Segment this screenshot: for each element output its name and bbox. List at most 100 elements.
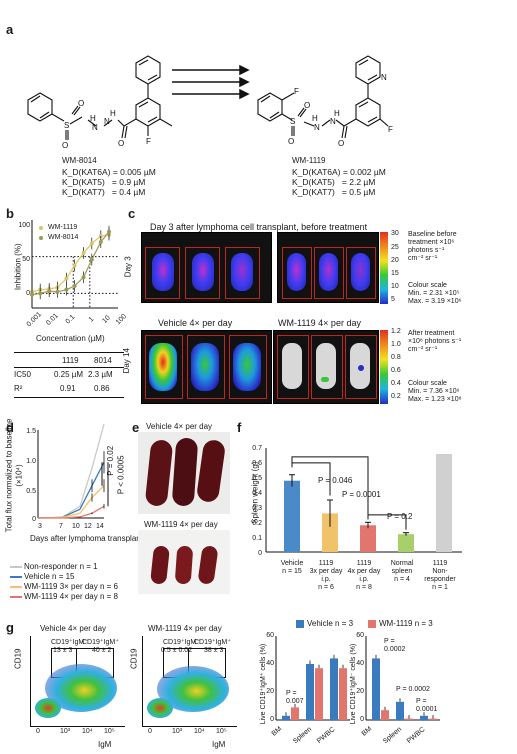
panel-d-label: d xyxy=(6,420,14,435)
c-scale1-tick3: 15 xyxy=(391,270,399,277)
c-scale2-line2: cm⁻² sr⁻¹ xyxy=(408,346,438,353)
b-point-1-3 xyxy=(55,289,60,294)
d-p2: P < 0.0005 xyxy=(116,455,126,495)
e-title2: WM-1119 4× per day xyxy=(144,520,218,529)
svg-text:F: F xyxy=(294,87,299,96)
f-cat-4-line2: responder xyxy=(424,576,456,583)
g-legend-drug: WM-1119 n = 3 xyxy=(379,619,433,628)
b-legend-1119: WM-1119 xyxy=(48,224,78,231)
svg-text:N: N xyxy=(330,117,336,126)
svg-text:S: S xyxy=(64,121,69,130)
f-cat-1-line3: n = 6 xyxy=(318,584,334,591)
svg-text:S: S xyxy=(290,117,295,126)
svg-text:O: O xyxy=(118,139,124,148)
d-xlabel: Days after lymphoma transplant xyxy=(30,534,143,543)
f-bar-0 xyxy=(284,480,300,552)
d-legend-1: Vehicle n = 15 xyxy=(24,572,75,581)
g2-bar-1-1 xyxy=(405,718,413,720)
g-bar2-p1-label: P = xyxy=(384,638,395,645)
e-drug-spleens-image xyxy=(138,530,230,594)
wm1119-kd-kat7: K_D(KAT7) = 0.5 µM xyxy=(292,187,376,197)
f-p3: P = 0.2 xyxy=(387,512,413,521)
f-cat-2-line1: 4x per day xyxy=(347,568,381,575)
g1-bar-2-1 xyxy=(339,668,347,720)
f-p1: P = 0.046 xyxy=(318,476,353,485)
b-table-rule-mid xyxy=(14,367,124,368)
g1-bar-2-0 xyxy=(330,658,338,720)
reaction-arrows xyxy=(172,64,250,100)
d-ytick-2: 0.5 xyxy=(26,488,36,495)
f-ytick-6: 0.1 xyxy=(252,535,262,542)
g-bar2-p3-value: 0.0001 xyxy=(416,706,438,713)
b-ylabel: Inhibition (%) xyxy=(13,243,23,291)
b-point-1-0 xyxy=(30,292,34,297)
g-bar1-ytick-0: 60 xyxy=(266,632,274,639)
b-point-1-5 xyxy=(72,284,77,288)
d-legend-swatch-2 xyxy=(10,586,22,588)
c-scale1-cs1: Min. = 2.31 ×10⁵ xyxy=(408,290,460,297)
wm1119-kd-kat5: K_D(KAT5) = 2.2 µM xyxy=(292,177,376,187)
c-scale1-tick5: 5 xyxy=(391,296,395,303)
f-cat-0-line0: Vehicle xyxy=(280,560,304,567)
c-scale1-line3: cm⁻² sr⁻¹ xyxy=(408,255,438,262)
d-p1: P = 0.02 xyxy=(106,445,116,476)
g-bar2-ytick-0: 60 xyxy=(356,632,364,639)
b-legend-marker-1119 xyxy=(39,226,43,230)
d-xtick-3: 12 xyxy=(84,523,92,530)
c-scale2-cs1: Min. = 7.36 ×10⁶ xyxy=(408,388,460,395)
g-xtick1-3: 10⁵ xyxy=(104,728,115,735)
g-gate2-b-val: 38 ± 3 xyxy=(204,647,224,654)
g2-bar-0-0 xyxy=(372,658,380,720)
b-table-r2c0: R² xyxy=(14,384,23,393)
panel-e-label: e xyxy=(132,420,140,435)
g-ylabel-1: CD19 xyxy=(13,648,23,669)
svg-text:O: O xyxy=(62,141,68,150)
b-table-h2: 8014 xyxy=(94,356,112,365)
b-table-rule-top xyxy=(14,352,124,353)
f-cat-4-line1: Non- xyxy=(432,568,448,575)
b-table-rule-bottom xyxy=(14,397,124,398)
b-xtick-4: 10 xyxy=(101,314,112,325)
wm1119-kd-kat6a: K_D(KAT6A) = 0.002 µM xyxy=(292,167,386,177)
d-line-3 xyxy=(38,505,105,519)
e-title1: Vehicle 4× per day xyxy=(146,422,213,431)
f-bracket-2 xyxy=(291,456,369,517)
g-plot1-title: Vehicle 4× per day xyxy=(40,624,107,633)
svg-text:H: H xyxy=(110,109,116,118)
d-flux-line-plot xyxy=(37,423,109,519)
c-scale2-tick4: 0.4 xyxy=(391,380,401,387)
f-bar-4 xyxy=(436,453,452,552)
f-ytick-7: 0 xyxy=(258,550,262,557)
f-cat-4-line3: n = 1 xyxy=(432,584,448,591)
c-scale1-cs0: Colour scale xyxy=(408,282,447,289)
svg-text:O: O xyxy=(288,137,294,146)
g-plot2-title: WM-1119 4× per day xyxy=(148,624,222,633)
c-colour-scale-bar-2 xyxy=(380,330,388,404)
f-bar-1 xyxy=(322,513,338,552)
c-scale2-tick1: 1.0 xyxy=(391,341,401,348)
b-xtick-1: 0.01 xyxy=(45,312,60,327)
g-gate2-a: CD19⁺IgM⁻ xyxy=(163,639,200,646)
f-p2: P = 0.0001 xyxy=(342,490,381,499)
g-bar1-ytick-2: 20 xyxy=(266,688,274,695)
svg-text:H: H xyxy=(90,114,96,123)
f-bracket-1 xyxy=(291,462,331,496)
c-scale1-tick4: 10 xyxy=(391,283,399,290)
wm8014-kd-kat5: K_D(KAT5) = 0.9 µM xyxy=(62,177,146,187)
b-point-0-4 xyxy=(64,276,69,281)
svg-text:F: F xyxy=(388,125,393,134)
g2-bar-2-0 xyxy=(420,715,428,720)
b-xtick-0: 0.001 xyxy=(25,310,44,329)
c-scale2-tick5: 0.2 xyxy=(391,393,401,400)
g-xtick1-2: 10⁴ xyxy=(82,728,93,735)
g-ylabel-2: CD19 xyxy=(129,648,139,669)
c-day14-vehicle-image xyxy=(141,330,272,404)
b-legend-marker-8014 xyxy=(39,236,43,240)
b-table-r1c0: IC50 xyxy=(14,370,31,379)
b-point-1-9 xyxy=(107,229,112,234)
b-legend-8014: WM-8014 xyxy=(48,234,79,241)
c-day3-image-right xyxy=(277,232,379,303)
d-legend-3: WM-1119 4× per day n = 8 xyxy=(24,592,118,601)
f-cat-2-line3: n = 8 xyxy=(356,584,372,591)
svg-text:O: O xyxy=(338,139,344,148)
